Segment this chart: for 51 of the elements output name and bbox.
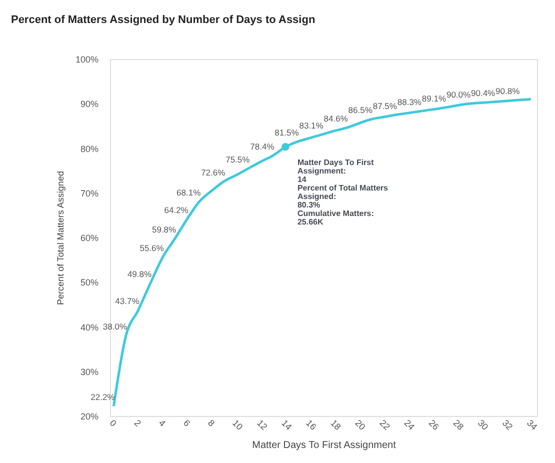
annotation: Matter Days To First Assignment: 14 Percent of Total Matters Assigned: 80.3% Cumulative Matters: 25.66K	[297, 158, 389, 226]
data-label: 89.1%	[422, 94, 446, 104]
data-label: 38.0%	[102, 322, 128, 332]
data-label: 81.5%	[274, 128, 300, 138]
x-tick-label: 6	[181, 418, 192, 428]
chart-title: Percent of Matters Assigned by Number of Days to Assign	[10, 14, 316, 26]
x-tick-label: 16	[304, 418, 318, 432]
data-label: 87.5%	[372, 100, 398, 111]
x-tick-label: 24	[402, 418, 416, 432]
y-tick-label: 100%	[75, 54, 98, 64]
x-tick-label: 20	[353, 418, 368, 432]
data-label: 78.4%	[250, 141, 275, 152]
data-label: 84.6%	[324, 114, 348, 124]
x-tick-label: 10	[230, 418, 245, 432]
x-tick-label: 12	[255, 418, 270, 432]
y-axis-title: Percent of Total Matters Assigned	[55, 171, 66, 305]
x-tick-label: 14	[280, 418, 294, 432]
y-tick-label: 20%	[80, 412, 98, 422]
data-label: 72.6%	[201, 167, 226, 178]
x-axis-title: Matter Days To First Assignment	[252, 440, 396, 451]
y-tick-label: 90%	[80, 99, 98, 110]
x-tick-label: 32	[500, 418, 515, 432]
data-label: 59.8%	[152, 224, 177, 234]
x-tick-label: 30	[476, 418, 490, 432]
y-tick-label: 70%	[80, 188, 98, 198]
data-label: 90.4%	[471, 88, 496, 98]
data-label: 55.6%	[140, 243, 164, 254]
x-tick-label: 4	[156, 418, 168, 428]
x-tick-label: 2	[132, 418, 143, 428]
data-label: 90.0%	[446, 90, 472, 100]
y-tick-label: 60%	[80, 233, 98, 243]
y-tick-label: 80%	[80, 144, 98, 154]
y-tick-label: 40%	[80, 322, 98, 332]
x-tick-label: 28	[451, 418, 466, 432]
x-tick-label: 8	[206, 418, 217, 428]
data-label: 90.8%	[496, 86, 520, 96]
x-tick-label: 22	[378, 418, 392, 432]
data-label: 68.1%	[176, 187, 202, 198]
y-tick-label: 30%	[80, 366, 98, 377]
y-tick-label: 50%	[80, 278, 98, 288]
x-tick-label: 34	[525, 418, 540, 432]
x-tick-label: 26	[426, 418, 441, 432]
data-label: 86.5%	[348, 105, 373, 116]
data-label: 64.2%	[164, 204, 189, 215]
x-tick-label: 0	[108, 418, 118, 428]
data-label: 49.8%	[127, 269, 152, 280]
data-label: 88.3%	[397, 97, 422, 108]
data-label: 83.1%	[299, 120, 324, 130]
data-label: 75.5%	[226, 154, 250, 164]
data-label: 43.7%	[115, 296, 140, 306]
x-tick-label: 18	[328, 418, 343, 432]
